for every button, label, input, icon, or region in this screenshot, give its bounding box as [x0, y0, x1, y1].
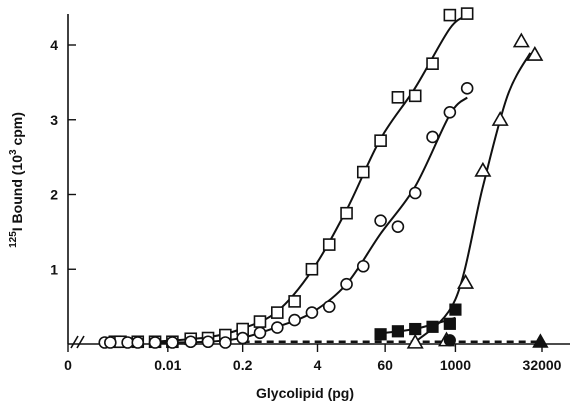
circle-open-point [460, 82, 474, 95]
circle-open-point [219, 336, 232, 349]
triangle-open-point [474, 161, 492, 177]
circle-open-point [104, 336, 117, 349]
y-axis-title: 125I Bound (103 cpm) [8, 112, 25, 248]
x-tick-label: 0 [64, 357, 72, 373]
curve-open-triangles [414, 52, 532, 343]
square-open-point [460, 7, 474, 20]
x-tick-label: 60 [377, 357, 393, 373]
square-filled-point [426, 320, 439, 333]
triangle-open-point [526, 45, 544, 61]
x-tick-label: 32000 [523, 357, 562, 373]
circle-open-point [374, 214, 387, 227]
square-open-point [270, 306, 284, 319]
x-axis-ticks: 0 0.01 0.2 4 60 1000 32000 [64, 344, 562, 373]
y-axis-title-superscript-exp: 3 [8, 149, 19, 155]
square-filled-point [391, 325, 405, 338]
square-open-point [391, 91, 405, 104]
x-tick-label: 1000 [440, 357, 471, 373]
circle-open-point [131, 336, 145, 349]
circle-filled-point [443, 334, 456, 347]
square-filled-point [374, 328, 387, 341]
x-tick-label: 4 [314, 357, 322, 373]
square-open-point [253, 315, 267, 328]
circle-open-point [356, 259, 370, 273]
square-filled-point [443, 317, 456, 330]
triangle-open-point [491, 110, 509, 126]
axis-break-mark [70, 335, 85, 349]
y-tick-label: 3 [50, 112, 58, 128]
square-open-point [305, 262, 319, 276]
circle-open-point [184, 335, 198, 349]
square-open-point [340, 206, 353, 220]
data-points [98, 7, 549, 349]
x-axis-title: Glycolipid (pg) [256, 385, 354, 401]
circle-open-point [236, 331, 249, 345]
circle-open-point [426, 130, 439, 144]
y-axis-title-superscript-prefix: 125 [8, 231, 19, 248]
triangle-open-point [406, 333, 424, 349]
y-tick-label: 2 [50, 187, 58, 203]
circle-open-point [201, 335, 215, 349]
circle-open-point [443, 105, 457, 119]
triangle-filled-point [532, 333, 549, 348]
circle-open-point [322, 300, 336, 313]
circle-open-point [305, 306, 319, 319]
triangle-open-point [512, 32, 530, 48]
square-open-point [443, 8, 457, 22]
square-open-point [374, 134, 387, 147]
y-tick-label: 4 [50, 37, 58, 53]
circle-open-point [270, 321, 284, 334]
curve-open-circles [155, 96, 468, 344]
square-open-point [356, 165, 370, 179]
square-open-point [322, 238, 336, 251]
triangle-open-point [457, 273, 475, 289]
circle-open-point [253, 326, 267, 340]
y-axis-title-suffix: cpm) [9, 112, 25, 149]
circle-open-point [340, 277, 353, 291]
y-axis-ticks: 1 2 3 4 [50, 37, 76, 277]
square-filled-point [449, 303, 462, 316]
x-tick-label: 0.2 [233, 357, 253, 373]
fit-curves [155, 14, 542, 344]
square-open-point [408, 89, 422, 103]
plot-area: 0 0.01 0.2 4 60 1000 32000 1 2 3 4 [50, 7, 570, 373]
circle-open-point [408, 186, 422, 200]
circle-open-point [288, 313, 301, 327]
square-open-point [426, 57, 439, 70]
x-tick-label: 0.01 [154, 357, 181, 373]
circle-open-point [391, 220, 405, 233]
circle-open-point [148, 336, 162, 349]
circle-open-point [166, 336, 179, 349]
square-filled-point [409, 322, 422, 336]
y-tick-label: 1 [50, 261, 58, 277]
y-axis-title-main: I Bound (10 [9, 155, 25, 231]
square-open-point [288, 295, 301, 308]
